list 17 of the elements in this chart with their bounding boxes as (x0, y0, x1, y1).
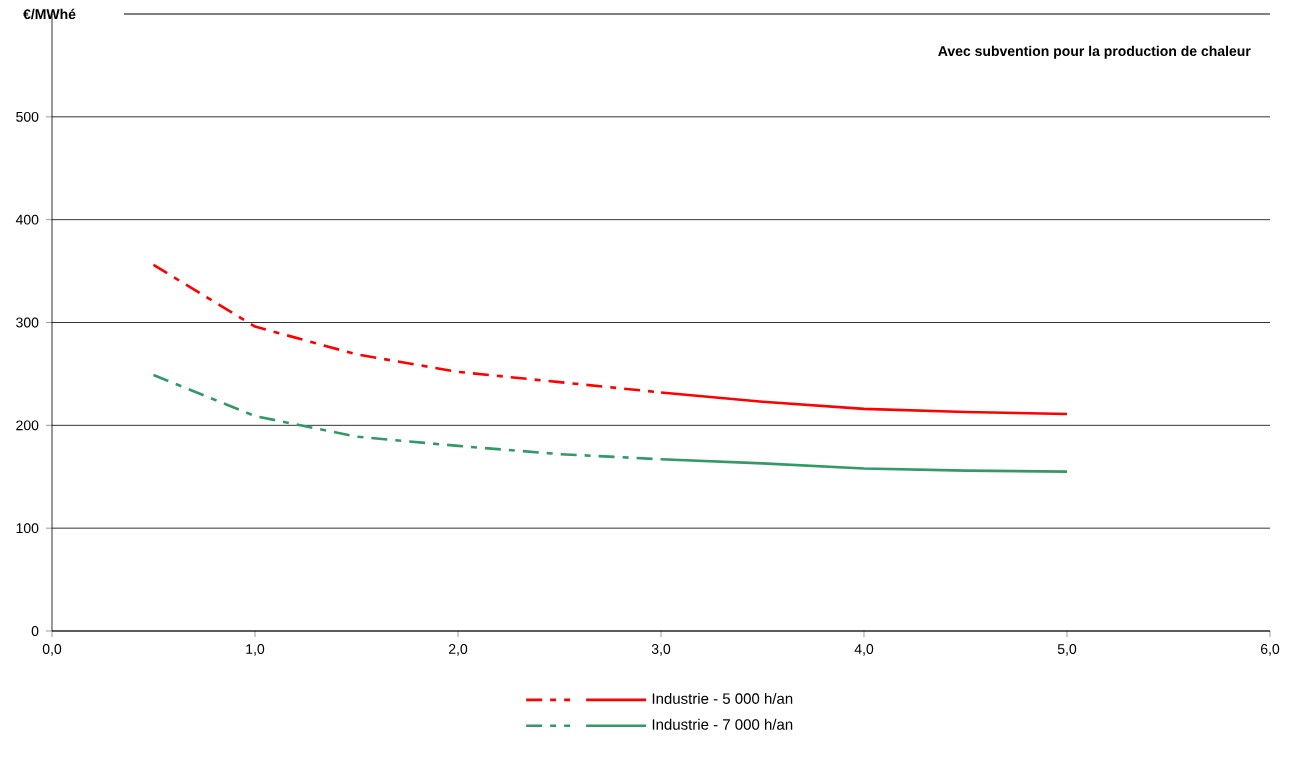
x-tick-label: 3,0 (651, 644, 671, 656)
y-tick-label: 0 (31, 626, 39, 636)
y-tick-label: 200 (16, 420, 39, 431)
x-tick-label: 6,0 (1261, 644, 1280, 656)
annotation: Avec subvention pour la production de chaleur (938, 45, 1251, 59)
x-tick-label: 1,0 (246, 644, 265, 656)
y-tick-label: 100 (16, 523, 39, 534)
x-tick-label: 2,0 (448, 644, 468, 656)
x-tick-label: 0,0 (42, 644, 62, 656)
y-tick-label: 300 (16, 317, 39, 328)
y-axis-title: €/MWhé (23, 8, 76, 20)
y-tick-label: 400 (15, 214, 39, 225)
x-tick-label: 5,0 (1057, 644, 1077, 656)
y-tick-label: 500 (16, 111, 39, 122)
legend-label: Industrie - 7 000 h/an (652, 718, 793, 730)
x-tick-label: 4,0 (854, 644, 874, 656)
legend-label: Industrie - 5 000 h/an (652, 692, 793, 704)
